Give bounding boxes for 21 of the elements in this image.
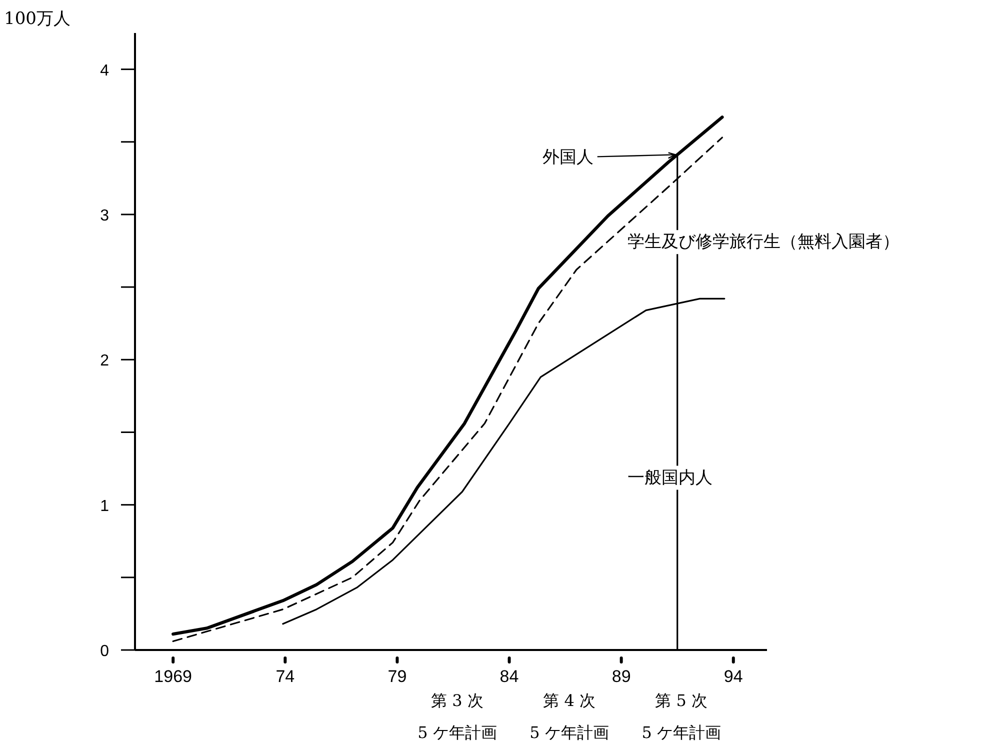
text: 第 3 次 xyxy=(431,691,484,710)
y-tick-label: 1 xyxy=(100,498,110,515)
annotation: 外国人 xyxy=(542,148,594,168)
x-tick-label: 94 xyxy=(724,667,743,686)
y-tick-label: 3 xyxy=(100,207,110,224)
annotation: 一般国内人 xyxy=(627,468,712,488)
y-tick-label: 2 xyxy=(100,352,110,370)
text: 5 ケ年計画 xyxy=(530,723,609,742)
x-tick-label: 84 xyxy=(500,667,519,686)
x-tick-label: 1969 xyxy=(154,667,192,686)
y-tick-label: 0 xyxy=(100,643,110,660)
text: 第 4 次 xyxy=(543,691,596,710)
x-tick-label: 89 xyxy=(612,667,631,686)
y-tick-label: 4 xyxy=(100,62,110,80)
x-tick-label: 74 xyxy=(276,667,295,686)
text: 5 ケ年計画 xyxy=(418,723,497,742)
annotation: 学生及び修学旅行生（無料入園者） xyxy=(627,232,900,252)
y-axis-title: 100万人 xyxy=(4,9,70,29)
text: 第 5 次 xyxy=(655,691,708,710)
text: 5 ケ年計画 xyxy=(642,723,721,742)
x-tick-label: 79 xyxy=(388,667,407,686)
